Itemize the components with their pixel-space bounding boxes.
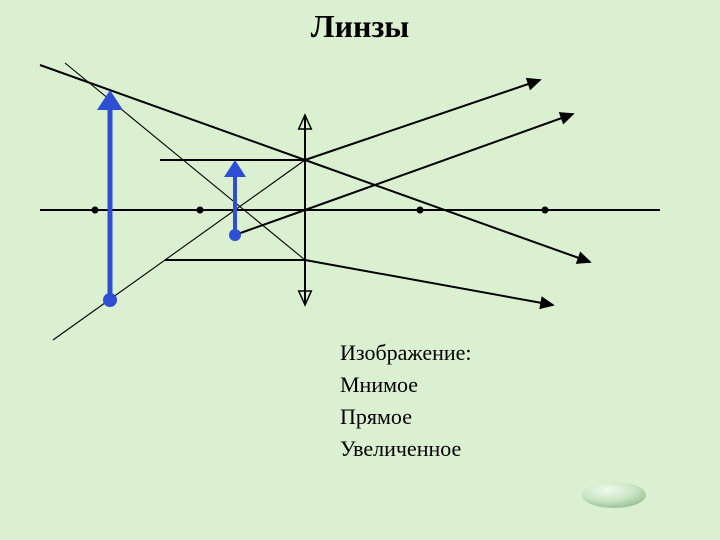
focus-point: [542, 207, 549, 214]
focus-point: [417, 207, 424, 214]
image-caption: Изображение: Мнимое Прямое Увеличенное: [340, 340, 472, 468]
caption-heading: Изображение:: [340, 340, 472, 366]
caption-line-1: Мнимое: [340, 372, 472, 398]
focus-point: [92, 207, 99, 214]
nav-button[interactable]: [582, 482, 646, 508]
focus-point: [197, 207, 204, 214]
title-text: Линзы: [311, 8, 410, 44]
page-title: Линзы: [0, 8, 720, 45]
caption-line-2: Прямое: [340, 404, 472, 430]
caption-line-3: Увеличенное: [340, 436, 472, 462]
